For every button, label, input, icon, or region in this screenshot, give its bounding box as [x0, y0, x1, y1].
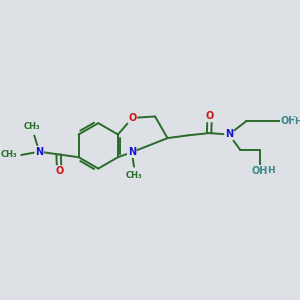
- Text: N: N: [225, 130, 233, 140]
- Text: OH: OH: [280, 116, 297, 126]
- Text: H: H: [294, 117, 300, 126]
- Text: CH₃: CH₃: [126, 171, 142, 180]
- Text: N: N: [128, 147, 136, 157]
- Text: O: O: [206, 112, 214, 122]
- Text: O: O: [128, 113, 136, 123]
- Text: CH₃: CH₃: [1, 151, 17, 160]
- Text: OH: OH: [252, 166, 268, 176]
- Text: N: N: [35, 147, 43, 157]
- Text: O: O: [55, 166, 63, 176]
- Text: H: H: [267, 166, 275, 175]
- Text: CH₃: CH₃: [24, 122, 40, 131]
